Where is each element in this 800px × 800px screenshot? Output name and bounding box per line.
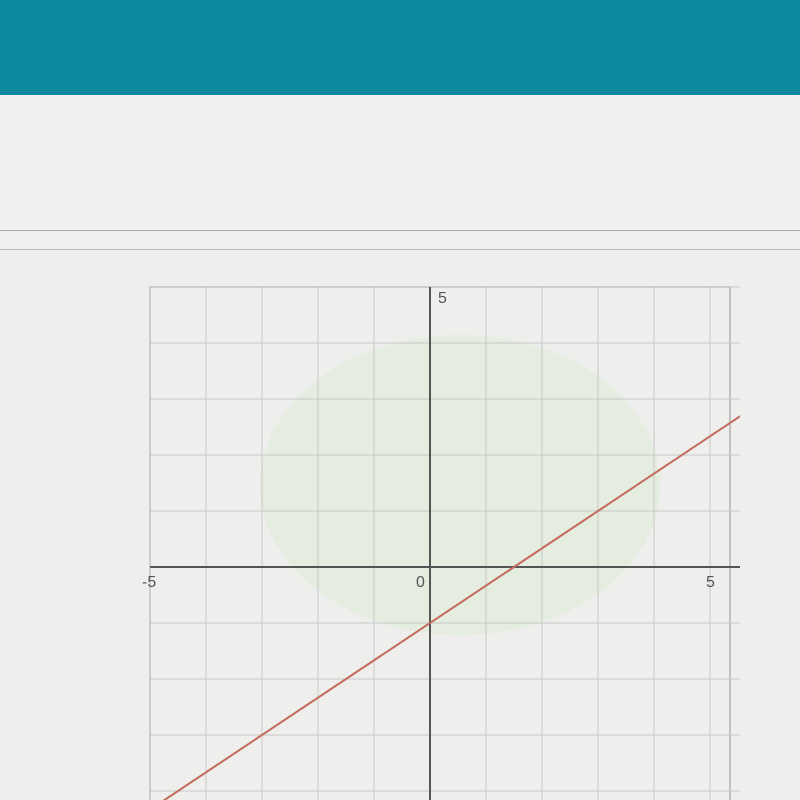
top-bar xyxy=(0,0,800,95)
divider xyxy=(0,230,800,231)
chart-area: -5 0 5 5 xyxy=(0,250,800,800)
svg-text:0: 0 xyxy=(416,574,425,591)
screen-tint xyxy=(260,335,660,635)
svg-text:5: 5 xyxy=(438,290,447,307)
chart-container: -5 0 5 5 xyxy=(120,285,740,800)
svg-text:-5: -5 xyxy=(142,574,156,591)
header-panel xyxy=(0,95,800,250)
chart-svg: -5 0 5 5 xyxy=(120,285,740,800)
svg-text:5: 5 xyxy=(706,574,715,591)
